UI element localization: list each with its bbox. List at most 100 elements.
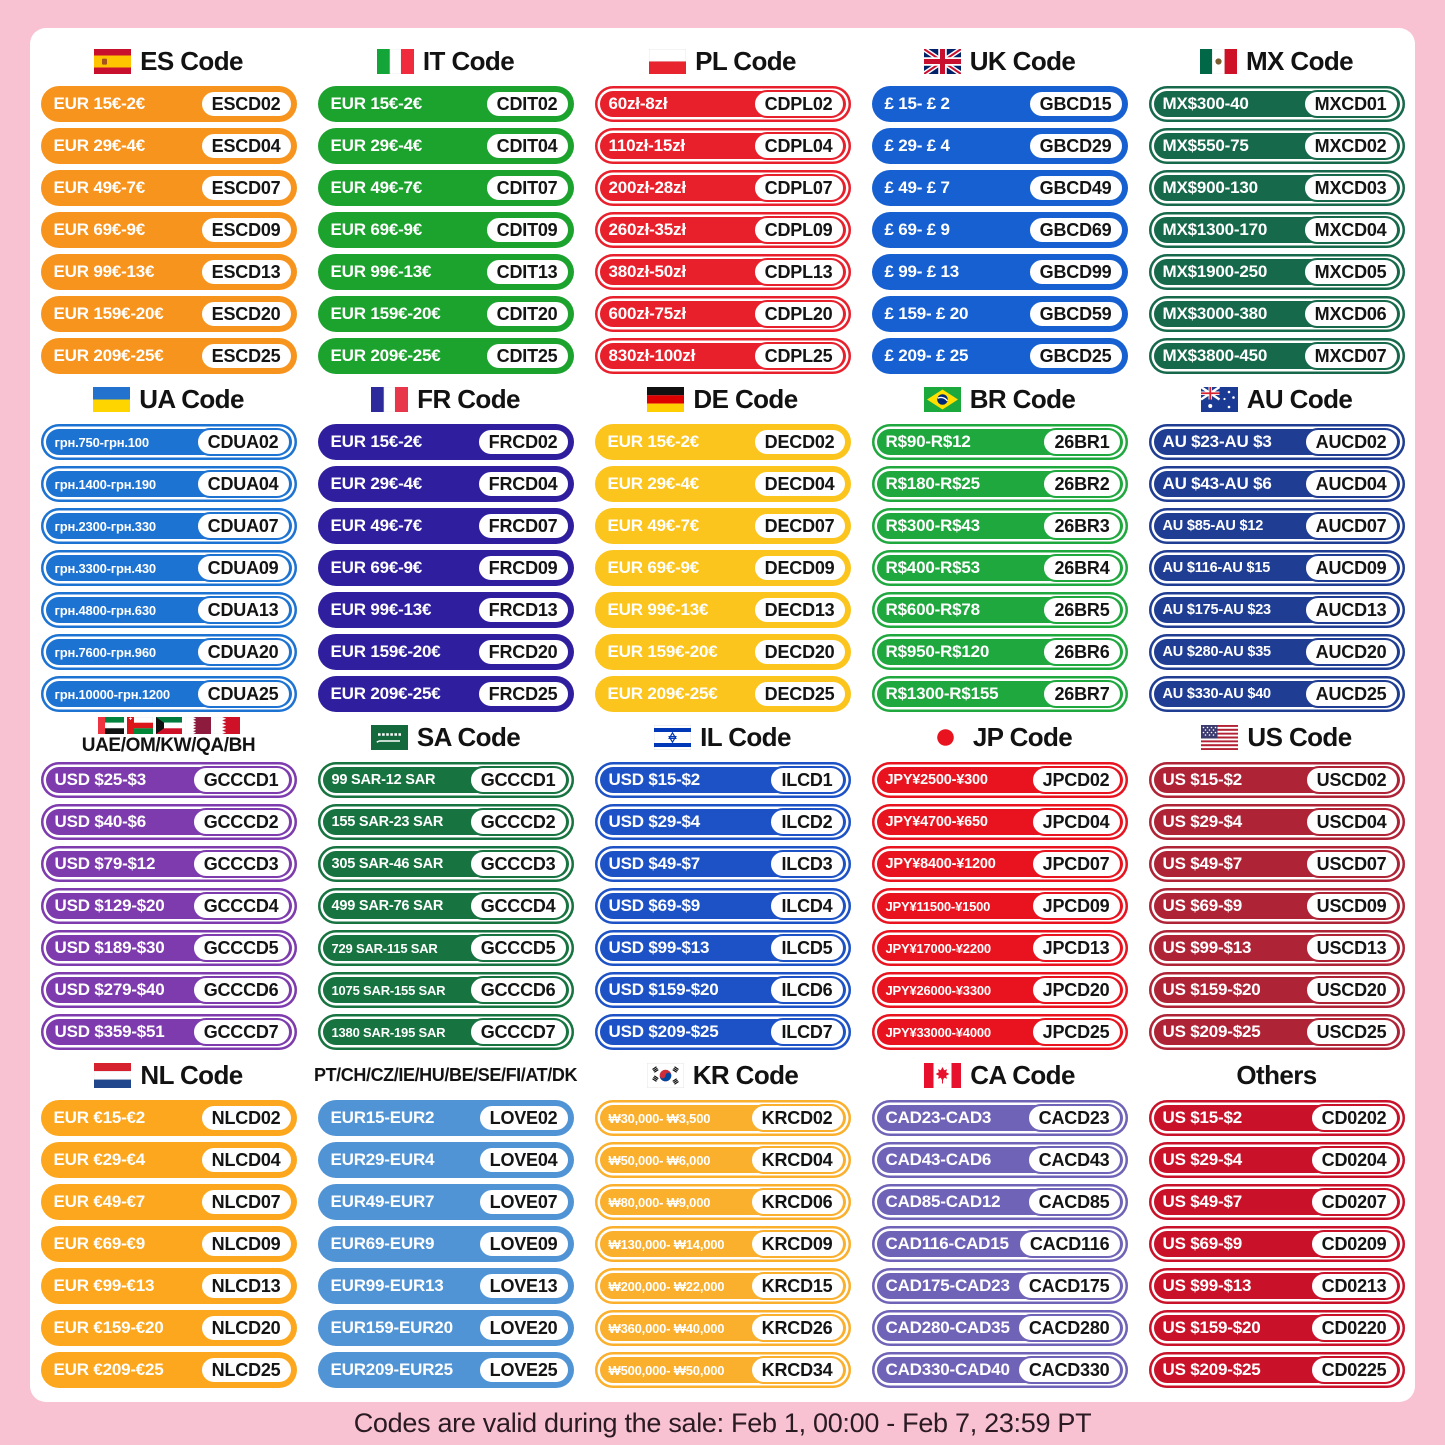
discount-range: EUR 49€-7€ — [330, 178, 423, 197]
discount-range: EUR 69€-9€ — [330, 220, 423, 239]
discount-range: US $159-$20 — [1162, 1318, 1261, 1337]
discount-range: USD $25-$3 — [54, 770, 147, 789]
coupon-code-badge: GCCCD4 — [468, 892, 568, 920]
il-flag-icon — [654, 724, 692, 750]
discount-range: US $29-$4 — [1162, 812, 1243, 831]
code-pill-MXCD01: MX$300-40 MXCD01 — [1148, 86, 1405, 122]
code-pill-AUCD13: AU $175-AU $23 AUCD13 — [1148, 592, 1405, 628]
code-pill-NLCD20: EUR €159-€20 NLCD20 — [40, 1310, 297, 1346]
coupon-code-badge: FRCD07 — [476, 512, 570, 540]
coupon-code-badge: CDIT20 — [484, 300, 570, 328]
coupon-code-badge: CD0202 — [1309, 1104, 1399, 1132]
discount-range: EUR 29€-4€ — [607, 474, 700, 493]
coupon-code-badge: ILCD1 — [769, 766, 845, 794]
code-pill-GBCD59: £ 159- £ 20 GBCD59 — [871, 296, 1128, 332]
fr-header-label: FR Code — [417, 383, 520, 414]
code-pill-GCCCD3: USD $79-$12 GCCCD3 — [40, 846, 297, 882]
de-flag-icon — [647, 386, 685, 412]
code-pill-GCCCD2: 155 SAR-23 SAR GCCCD2 — [317, 804, 574, 840]
discount-range: EUR 49€-7€ — [53, 178, 146, 197]
coupon-code-badge: JPCD07 — [1030, 850, 1122, 878]
code-pill-KRCD02: ₩30,000- ₩3,500 KRCD02 — [594, 1100, 851, 1136]
coupon-code-badge: CACD23 — [1026, 1104, 1122, 1132]
code-pill-GBCD25: £ 209- £ 25 GBCD25 — [871, 338, 1128, 374]
ua-header-label: UA Code — [139, 383, 244, 414]
mx-header-label: MX Code — [1245, 45, 1354, 76]
code-pill-MXCD04: MX$1300-170 MXCD04 — [1148, 212, 1405, 248]
discount-range: 110zł-15zł — [608, 136, 686, 155]
de-header: DE Code — [595, 376, 851, 422]
code-pill-CDPL02: 60zł-8zł CDPL02 — [594, 86, 851, 122]
discount-range: USD $359-$51 — [54, 1022, 165, 1041]
coupon-code-badge: NLCD20 — [199, 1314, 293, 1342]
discount-range: EUR 69€-9€ — [53, 220, 146, 239]
discount-range: R$1300-R$155 — [885, 684, 999, 703]
discount-range: JPY¥11500-¥1500 — [885, 898, 991, 914]
coupon-code-badge: CDUA13 — [195, 596, 291, 624]
pl-flag-icon — [649, 48, 687, 74]
bh-flag-icon — [213, 717, 240, 734]
code-pill-NLCD04: EUR €29-€4 NLCD04 — [40, 1142, 297, 1178]
sa-header: SA Code — [318, 714, 574, 760]
discount-range: CAD85-CAD12 — [885, 1192, 1001, 1211]
discount-range: EUR €99-€13 — [53, 1276, 155, 1295]
code-pill-CDPL09: 260zł-35zł CDPL09 — [594, 212, 851, 248]
code-pill-DECD04: EUR 29€-4€ DECD04 — [594, 466, 851, 502]
code-pill-JPCD04: JPY¥4700-¥650 JPCD04 — [871, 804, 1128, 840]
code-pill-NLCD07: EUR €49-€7 NLCD07 — [40, 1184, 297, 1220]
coupon-code-badge: GCCCD5 — [468, 934, 568, 962]
code-pill-CACD23: CAD23-CAD3 CACD23 — [871, 1100, 1128, 1136]
coupon-code-badge: CDIT04 — [484, 132, 570, 160]
il-header: IL Code — [595, 714, 851, 760]
discount-range: USD $29-$4 — [608, 812, 701, 831]
coupon-code-badge: LOVE13 — [477, 1272, 570, 1300]
coupon-code-badge: FRCD13 — [476, 596, 570, 624]
discount-range: MX$900-130 — [1162, 178, 1259, 197]
coupon-code-badge: CACD116 — [1017, 1230, 1122, 1258]
fr-flag-icon — [371, 386, 409, 412]
coupon-code-badge: CDUA04 — [195, 470, 291, 498]
discount-range: EUR 159€-20€ — [330, 642, 441, 661]
coupon-code-badge: MXCD04 — [1302, 216, 1399, 244]
sa-header-label: SA Code — [416, 721, 521, 752]
ca-header-label: CA Code — [970, 1059, 1075, 1090]
br-flag-icon — [923, 386, 961, 412]
code-pill-ILCD2: USD $29-$4 ILCD2 — [594, 804, 851, 840]
code-pill-ESCD07: EUR 49€-7€ ESCD07 — [40, 170, 297, 206]
discount-range: CAD43-CAD6 — [885, 1150, 992, 1169]
coupon-code-badge: GCCCD5 — [191, 934, 291, 962]
discount-range: US $29-$4 — [1162, 1150, 1243, 1169]
code-pill-DECD20: EUR 159€-20€ DECD20 — [594, 634, 851, 670]
discount-range: USD $49-$7 — [608, 854, 701, 873]
coupon-code-badge: LOVE07 — [477, 1188, 570, 1216]
code-pill-26BR7: R$1300-R$155 26BR7 — [871, 676, 1128, 712]
code-pill-CDIT07: EUR 49€-7€ CDIT07 — [317, 170, 574, 206]
coupon-code-badge: 26BR5 — [1042, 596, 1122, 624]
code-pill-AUCD09: AU $116-AU $15 AUCD09 — [1148, 550, 1405, 586]
coupon-code-badge: MXCD06 — [1302, 300, 1399, 328]
code-pill-JPCD13: JPY¥17000-¥2200 JPCD13 — [871, 930, 1128, 966]
discount-range: US $49-$7 — [1162, 854, 1243, 873]
code-pill-CD0209: US $69-$9 CD0209 — [1148, 1226, 1405, 1262]
discount-range: EUR 69€-9€ — [330, 558, 423, 577]
code-pill-GCCCD1: USD $25-$3 GCCCD1 — [40, 762, 297, 798]
coupon-code-badge: CD0209 — [1309, 1230, 1399, 1258]
code-pill-CACD43: CAD43-CAD6 CACD43 — [871, 1142, 1128, 1178]
coupon-code-badge: CDPL09 — [752, 216, 845, 244]
code-pill-GBCD99: £ 99- £ 13 GBCD99 — [871, 254, 1128, 290]
code-pill-GBCD29: £ 29- £ 4 GBCD29 — [871, 128, 1128, 164]
coupon-code-badge: MXCD01 — [1302, 90, 1399, 118]
code-pill-CDIT04: EUR 29€-4€ CDIT04 — [317, 128, 574, 164]
coupon-code-badge: USCD09 — [1304, 892, 1399, 920]
code-pill-CDUA13: грн.4800-грн.630 CDUA13 — [40, 592, 297, 628]
discount-range: EUR 29€-4€ — [330, 136, 423, 155]
code-pill-GCCCD2: USD $40-$6 GCCCD2 — [40, 804, 297, 840]
coupon-code-badge: GBCD49 — [1027, 174, 1124, 202]
discount-range: EUR209-EUR25 — [330, 1360, 454, 1379]
ae-flag-icon — [97, 717, 124, 734]
discount-range: CAD116-CAD15 — [885, 1234, 1009, 1253]
discount-range: R$950-R$120 — [885, 642, 990, 661]
coupon-code-badge: CDPL04 — [752, 132, 845, 160]
code-pill-26BR1: R$90-R$12 26BR1 — [871, 424, 1128, 460]
discount-range: грн.7600-грн.960 — [54, 644, 157, 660]
